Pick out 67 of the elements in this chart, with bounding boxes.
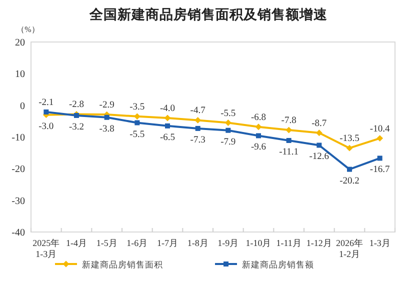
data-label: -5.5 (130, 130, 145, 140)
data-label: -3.5 (130, 102, 145, 112)
data-label: -2.1 (38, 98, 54, 108)
point (316, 142, 322, 148)
data-label: -7.9 (220, 137, 236, 148)
point (377, 156, 382, 161)
data-label: -9.6 (250, 142, 266, 153)
data-label: -3.0 (38, 122, 54, 132)
x-tick-label: 1-8月 (187, 238, 208, 248)
data-label: -12.6 (309, 152, 330, 162)
point (165, 123, 170, 128)
y-axis-title: （%） (16, 25, 40, 34)
chart-title: 全国新建商品房销售面积及销售额增速 (88, 6, 328, 23)
point (194, 117, 202, 124)
x-tick-label: 1-3月 (369, 238, 390, 248)
point (195, 126, 200, 131)
y-tick-label: -10 (12, 132, 25, 144)
data-label: -2.8 (68, 100, 84, 110)
x-tick-label: 2026年 1-2月 (336, 238, 363, 259)
point (286, 138, 292, 143)
data-label: -10.4 (370, 124, 390, 134)
y-tick-label: -20 (12, 164, 25, 176)
y-tick-label: 10 (15, 69, 25, 80)
point (134, 113, 140, 120)
x-tick-label: 2025年 1-3月 (32, 238, 60, 259)
point (44, 109, 49, 114)
x-tick-label: 1-7月 (157, 238, 178, 248)
y-tick-label: -30 (12, 196, 25, 207)
point (256, 133, 261, 138)
legend-label: 新建商品房销售面积 (82, 260, 163, 270)
data-label: -20.2 (340, 176, 360, 186)
point (164, 114, 171, 122)
point (226, 128, 231, 133)
data-label: -7.8 (281, 116, 297, 126)
x-tick-label: 1-5月 (96, 238, 118, 248)
data-label: -16.7 (370, 165, 390, 176)
x-tick-label: 1-11月 (276, 238, 302, 248)
x-tick-label: 1-6月 (126, 238, 148, 248)
data-label: -5.5 (220, 108, 236, 119)
y-tick-label: -40 (12, 228, 25, 238)
y-tick-label: 20 (15, 38, 25, 48)
x-tick-label: 1-9月 (218, 238, 239, 248)
data-label: -6.8 (250, 112, 266, 123)
data-label: -7.3 (190, 135, 206, 146)
data-label: -3.8 (99, 124, 115, 134)
point (134, 120, 140, 126)
x-tick-label: 1-12月 (306, 238, 332, 248)
data-label: -8.7 (312, 118, 327, 129)
data-label: -4.7 (190, 106, 206, 116)
data-label: -3.2 (68, 122, 84, 132)
point (255, 124, 262, 130)
point (316, 130, 322, 136)
legend-label: 新建商品房销售额 (242, 260, 314, 270)
point (104, 114, 110, 120)
data-label: -13.5 (340, 134, 360, 144)
point (286, 126, 292, 134)
x-tick-label: 1-10月 (246, 238, 272, 248)
data-label: -6.5 (160, 132, 176, 143)
data-label: -4.0 (160, 104, 176, 114)
point (346, 144, 353, 152)
data-label: -11.1 (279, 147, 299, 158)
y-tick-label: 0 (20, 100, 25, 112)
point (376, 135, 384, 142)
point (224, 120, 232, 126)
data-label: -2.9 (99, 100, 115, 111)
x-tick-label: 1-4月 (66, 238, 87, 248)
point (347, 166, 352, 172)
